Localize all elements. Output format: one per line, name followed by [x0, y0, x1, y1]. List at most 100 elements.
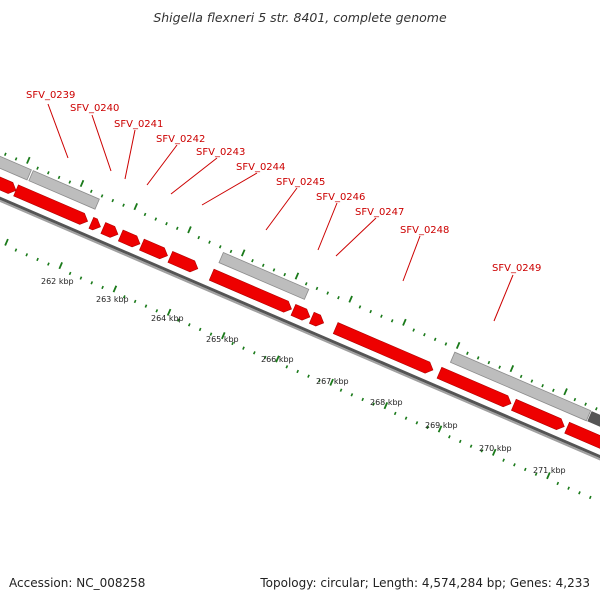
major-tick — [58, 262, 63, 270]
backbone-line — [0, 177, 600, 466]
gene-labels: SFV_0239 SFV_0240 SFV_0241 SFV_0242 SFV_… — [26, 90, 541, 274]
leader-line — [317, 202, 338, 251]
minor-tick — [133, 299, 137, 304]
minor-tick — [567, 486, 570, 490]
gene-label: SFV_0248 — [400, 225, 449, 236]
leader-line — [402, 235, 421, 282]
minor-tick — [541, 383, 544, 388]
gene-arrow — [332, 322, 434, 374]
major-tick — [221, 332, 226, 340]
leader-line — [170, 157, 218, 195]
minor-tick — [523, 467, 527, 472]
gene-arrow — [290, 303, 311, 321]
gray-band — [0, 143, 32, 181]
minor-tick — [498, 365, 501, 369]
major-tick — [563, 388, 568, 396]
minor-tick — [57, 175, 61, 180]
minor-tick — [165, 221, 168, 226]
minor-tick — [444, 342, 448, 346]
minor-tick — [36, 166, 39, 170]
gene-label: SFV_0246 — [316, 192, 365, 203]
minor-tick — [534, 472, 538, 476]
inner-tick-track — [4, 238, 592, 500]
kbp-label: 269 kbp — [425, 421, 458, 430]
minor-tick — [337, 296, 340, 300]
gray-band — [218, 251, 310, 300]
minor-tick — [90, 281, 94, 285]
minor-tick — [296, 369, 300, 374]
gene-arrow — [0, 160, 17, 194]
leader-line — [146, 144, 178, 186]
minor-tick — [588, 495, 592, 500]
minor-tick — [187, 323, 191, 327]
minor-tick — [423, 333, 426, 337]
map-title: Shigella flexneri 5 str. 8401, complete … — [153, 10, 447, 25]
major-tick — [133, 203, 138, 211]
minor-tick — [480, 449, 484, 453]
minor-tick — [433, 337, 437, 342]
major-tick — [329, 378, 334, 386]
minor-tick — [476, 356, 480, 360]
minor-tick — [307, 374, 310, 378]
minor-tick — [415, 421, 419, 425]
minor-tick — [530, 379, 534, 383]
minor-tick — [263, 355, 267, 360]
major-tick — [509, 365, 515, 373]
gene-label: SFV_0245 — [276, 177, 325, 188]
accession-text: Accession: NC_008258 — [9, 576, 146, 590]
leader-line — [91, 114, 112, 172]
minor-tick — [79, 276, 83, 280]
gene-label: SFV_0241 — [114, 119, 163, 130]
gene-arrow — [436, 366, 512, 408]
minor-tick — [552, 388, 555, 392]
gene-arrow — [117, 229, 141, 248]
gene-arrow — [564, 421, 600, 458]
minor-tick — [242, 346, 245, 350]
kbp-label: 263 kbp — [96, 295, 129, 304]
gene-arrow — [511, 398, 565, 431]
leader-line — [493, 274, 514, 322]
minor-tick — [372, 402, 375, 406]
kbp-label: 265 kbp — [206, 335, 239, 344]
leader-line — [201, 172, 258, 206]
minor-tick — [122, 295, 126, 299]
minor-tick — [177, 318, 180, 322]
minor-tick — [154, 217, 158, 221]
leader-line — [335, 217, 377, 257]
major-tick — [402, 318, 407, 326]
minor-tick — [208, 240, 211, 244]
major-tick — [546, 472, 551, 480]
minor-tick — [283, 272, 287, 277]
minor-tick — [326, 291, 330, 295]
minor-tick — [466, 351, 469, 355]
minor-tick — [358, 305, 362, 309]
gray-band — [28, 170, 100, 210]
minor-tick — [350, 393, 354, 397]
major-tick — [112, 285, 118, 293]
minor-tick — [4, 152, 7, 156]
minor-tick — [101, 285, 104, 290]
kbp-label: 271 kbp — [533, 466, 566, 475]
major-tick — [348, 295, 353, 303]
gene-arrows — [0, 160, 600, 458]
minor-tick — [197, 235, 201, 240]
major-tick — [383, 402, 389, 410]
minor-tick — [198, 327, 202, 332]
minor-tick — [122, 203, 125, 207]
minor-tick — [519, 374, 523, 379]
minor-tick — [251, 259, 254, 263]
minor-tick — [218, 245, 222, 249]
gene-label: SFV_0244 — [236, 162, 285, 173]
backbone-line-light — [0, 180, 600, 468]
kbp-label: 268 kbp — [370, 398, 403, 407]
minor-tick — [272, 268, 276, 272]
kbp-label: 267 kbp — [316, 377, 349, 386]
gene-arrow — [100, 222, 119, 238]
major-tick — [26, 156, 31, 164]
gene-arrow — [139, 238, 168, 260]
kbp-labels: 262 kbp 263 kbp 264 kbp 265 kbp 266 kbp … — [41, 277, 566, 475]
minor-tick — [595, 407, 598, 411]
gray-feature-bands — [0, 143, 600, 441]
minor-tick — [46, 171, 50, 175]
gene-label: SFV_0240 — [70, 103, 119, 114]
